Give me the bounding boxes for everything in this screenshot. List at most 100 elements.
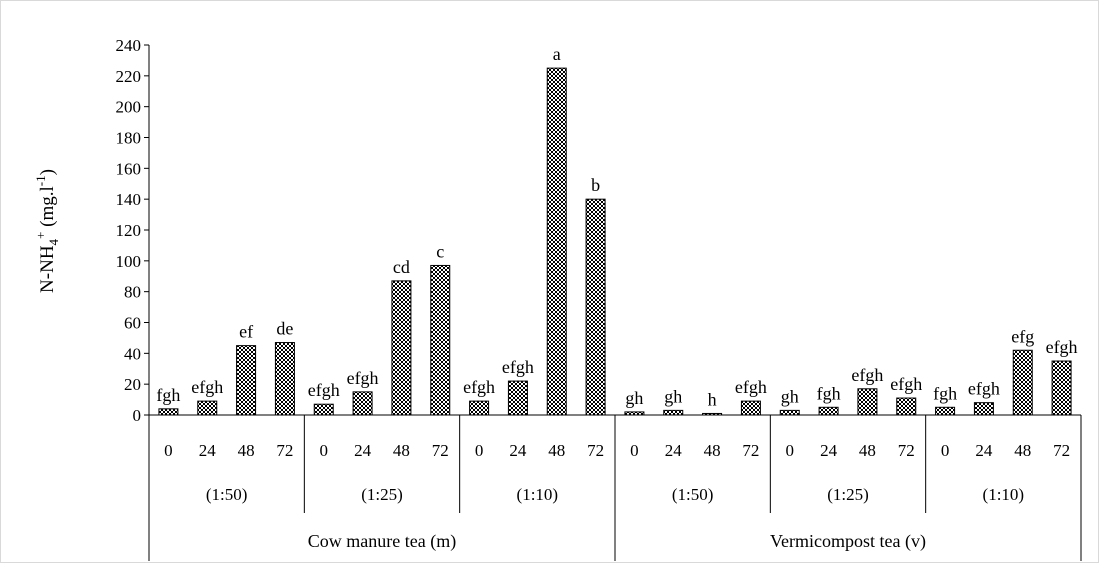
x-tick-label-hour: 72 (898, 441, 915, 460)
significance-letter: b (591, 175, 600, 195)
significance-letter: efgh (1046, 337, 1078, 357)
significance-letter: efgh (968, 379, 1000, 399)
x-tick-label-hour: 48 (859, 441, 876, 460)
x-axis-labels: 0 24 48 72 (1:50) 0 24 48 72 (1:25) 0 24 48 72 (1:10) C… (164, 441, 1070, 552)
significance-letter: efgh (890, 374, 922, 394)
significance-letter: efgh (308, 380, 340, 400)
y-tick-label: 100 (116, 252, 142, 271)
bar (197, 400, 218, 416)
y-tick-label: 120 (116, 221, 142, 240)
x-tick-label-hour: 0 (630, 441, 639, 460)
y-tick-label: 160 (116, 159, 142, 178)
significance-letter: de (276, 319, 293, 339)
x-tick-label-hour: 72 (587, 441, 604, 460)
bar (507, 380, 528, 416)
significance-letter: gh (625, 388, 643, 408)
y-tick-label: 200 (116, 98, 142, 117)
x-tick-label-hour: 48 (238, 441, 255, 460)
significance-letter: fgh (933, 383, 957, 403)
x-tick-label-hour: 72 (432, 441, 449, 460)
y-tick-label: 80 (124, 283, 141, 302)
x-subgroup-label: (1:25) (361, 485, 403, 504)
significance-letter: ef (239, 322, 253, 342)
x-tick-label-hour: 24 (820, 441, 838, 460)
significance-letter: cd (393, 257, 410, 277)
x-tick-label-hour: 72 (276, 441, 293, 460)
y-tick-label: 0 (133, 406, 142, 425)
y-tick-label: 220 (116, 67, 142, 86)
bar (857, 388, 878, 416)
x-tick-label-hour: 0 (164, 441, 173, 460)
bar (779, 409, 800, 416)
x-subgroup-label: (1:25) (827, 485, 869, 504)
bar (274, 342, 295, 416)
bar (702, 412, 723, 416)
significance-letter: efgh (735, 377, 767, 397)
bar (313, 403, 334, 416)
bar (158, 408, 179, 416)
x-tick-label-hour: 48 (1014, 441, 1031, 460)
y-axis-title: N-NH4+ (mg.l-1) (33, 169, 61, 293)
x-tick-label-hour: 24 (665, 441, 683, 460)
significance-letter: h (708, 389, 717, 409)
significance-letter: gh (664, 386, 682, 406)
bar (352, 391, 373, 416)
x-tick-label-hour: 48 (704, 441, 721, 460)
significance-letter: fgh (156, 385, 180, 405)
x-tick-label-hour: 0 (320, 441, 329, 460)
significance-letter: gh (781, 386, 799, 406)
bar (236, 345, 257, 416)
y-tick-label: 40 (124, 344, 141, 363)
bar (935, 406, 956, 416)
bar (391, 280, 412, 416)
significance-letter: fgh (817, 383, 841, 403)
x-subgroup-label: (1:50) (206, 485, 248, 504)
significance-letter: efgh (851, 365, 883, 385)
significance-letter: efgh (347, 368, 379, 388)
x-tick-label-hour: 24 (975, 441, 993, 460)
y-tick-label: 60 (124, 314, 141, 333)
significance-letter: efgh (463, 377, 495, 397)
bar (624, 411, 645, 416)
x-tick-label-hour: 72 (742, 441, 759, 460)
bar (1051, 360, 1072, 416)
bar (585, 198, 606, 416)
bar (546, 67, 567, 416)
bar (818, 406, 839, 416)
x-tick-label-hour: 48 (548, 441, 565, 460)
y-tick-label: 20 (124, 375, 141, 394)
significance-letter: a (553, 44, 561, 64)
x-tick-label-hour: 24 (199, 441, 217, 460)
y-tick-label: 180 (116, 129, 142, 148)
x-tick-label-hour: 48 (393, 441, 410, 460)
x-group-label: Vermicompost tea (v) (770, 531, 926, 552)
x-tick-label-hour: 24 (354, 441, 372, 460)
x-subgroup-label: (1:10) (983, 485, 1025, 504)
significance-letter: c (436, 241, 444, 261)
x-tick-label-hour: 72 (1053, 441, 1070, 460)
x-subgroup-label: (1:50) (672, 485, 714, 504)
significance-letter: efgh (502, 357, 534, 377)
x-tick-label-hour: 0 (941, 441, 950, 460)
significance-letter: efg (1011, 326, 1034, 346)
y-tick-label: 240 (116, 36, 142, 55)
x-subgroup-label: (1:10) (517, 485, 559, 504)
y-tick-label: 140 (116, 190, 142, 209)
bar (663, 409, 684, 416)
bar (896, 397, 917, 416)
bar (430, 264, 451, 416)
bar (469, 400, 490, 416)
x-tick-label-hour: 0 (475, 441, 484, 460)
x-group-label: Cow manure tea (m) (308, 531, 456, 552)
significance-letter: efgh (191, 377, 223, 397)
x-tick-label-hour: 24 (509, 441, 527, 460)
bar (1012, 349, 1033, 416)
bar (740, 400, 761, 416)
bar (973, 402, 994, 416)
x-tick-label-hour: 0 (786, 441, 795, 460)
bars (158, 67, 1072, 416)
